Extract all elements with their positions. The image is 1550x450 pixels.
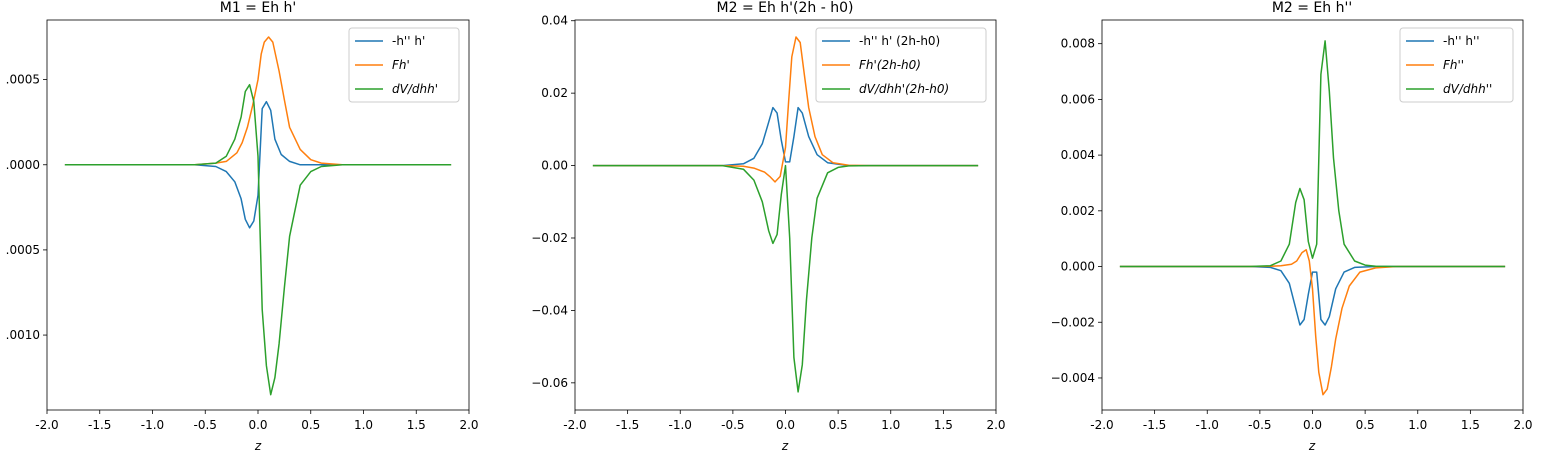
y-tick-label: 0.00: [541, 159, 568, 173]
series-line-1: [592, 106, 979, 167]
series-line-2: [1119, 249, 1506, 396]
x-tick-label: 1.0: [354, 418, 373, 432]
x-tick-label: 0.0: [248, 418, 267, 432]
legend-label: dV/dhh': [392, 82, 438, 96]
x-tick-label: -1.5: [616, 418, 639, 432]
x-tick-label: -1.5: [1143, 418, 1166, 432]
subplot-title: M2 = Eh h'(2h - h0): [717, 0, 854, 16]
x-tick-label: -1.0: [141, 418, 164, 432]
y-tick-label: −0.004: [1051, 371, 1095, 385]
x-tick-label: 0.5: [1356, 418, 1375, 432]
legend-label: -h'' h' (2h-h0): [859, 34, 940, 48]
y-tick-label: .0005: [6, 73, 40, 87]
legend-label: Fh'': [1443, 58, 1464, 72]
x-axis-label: z: [254, 439, 262, 450]
x-axis-label: z: [1308, 439, 1316, 450]
subplot-title: M2 = Eh h'': [1272, 0, 1352, 16]
x-tick-label: -2.0: [1090, 418, 1113, 432]
y-tick-label: 0.002: [1061, 204, 1095, 218]
y-tick-label: 0.008: [1061, 37, 1095, 51]
series-line-1: [64, 100, 452, 229]
x-tick-label: 1.0: [1408, 418, 1427, 432]
legend-box: [1399, 27, 1514, 103]
y-tick-label: .0000: [6, 158, 40, 172]
y-tick-label: −0.002: [1051, 315, 1095, 329]
legend-label: -h'' h': [392, 34, 425, 48]
subplot-m2: M2 = Eh h'(2h - h0) z -2.0 -1.5 -1.0 -0.5 0.…: [531, 0, 1005, 450]
series-line-3: [592, 164, 979, 393]
y-tick-label: 0.04: [541, 14, 568, 28]
x-tick-label: -0.5: [721, 418, 744, 432]
y-tick-label: 0.006: [1061, 92, 1095, 106]
x-tick-label: -1.0: [669, 418, 692, 432]
y-tick-label: −0.02: [531, 231, 568, 245]
legend-label: Fh'(2h-h0): [859, 58, 921, 72]
x-tick-label: -2.0: [563, 418, 586, 432]
x-tick-label: 1.5: [934, 418, 953, 432]
x-tick-label: -1.5: [88, 418, 111, 432]
x-tick-label: 2.0: [1513, 418, 1532, 432]
x-tick-label: 0.0: [1303, 418, 1322, 432]
x-tick-label: 0.5: [301, 418, 320, 432]
x-tick-label: 0.5: [829, 418, 848, 432]
legend-label: Fh': [392, 58, 410, 72]
x-tick-label: 1.5: [407, 418, 426, 432]
legend-label: dV/dhh'(2h-h0): [859, 82, 949, 96]
legend-label: -h'' h'': [1443, 34, 1480, 48]
series-line-1: [1119, 265, 1506, 326]
x-tick-label: -0.5: [194, 418, 217, 432]
x-tick-label: 2.0: [459, 418, 478, 432]
x-tick-label: -2.0: [35, 418, 58, 432]
x-tick-label: 1.5: [1461, 418, 1480, 432]
subplot-m2-second: M2 = Eh h'' z -2.0 -1.5 -1.0 -0.5 0.0 0.5 1.0 1…: [1051, 0, 1533, 450]
x-axis-label: z: [781, 439, 789, 450]
x-tick-label: -1.0: [1196, 418, 1219, 432]
series-line-2: [64, 36, 452, 166]
x-tick-label: 0.0: [776, 418, 795, 432]
y-tick-label: .0005: [6, 243, 40, 257]
y-tick-label: −0.04: [531, 303, 568, 317]
y-tick-label: 0.000: [1061, 260, 1095, 274]
y-tick-label: .0010: [6, 328, 40, 342]
subplot-title: M1 = Eh h': [220, 0, 297, 16]
y-tick-label: −0.06: [531, 376, 568, 390]
series-line-3: [64, 83, 452, 396]
x-tick-label: 1.0: [881, 418, 900, 432]
y-tick-label: 0.004: [1061, 148, 1095, 162]
legend-box: [348, 27, 460, 103]
series-line-3: [1119, 40, 1506, 268]
subplot-m1: M1 = Eh h' z -2.0 -1.5 -1.0 -0.5 0.0 0.5 1.0 1.…: [6, 0, 479, 450]
legend-box: [815, 27, 987, 103]
legend-label: dV/dhh'': [1443, 82, 1492, 96]
x-tick-label: 2.0: [986, 418, 1005, 432]
y-tick-label: 0.02: [541, 86, 568, 100]
x-tick-label: -0.5: [1248, 418, 1271, 432]
series-line-2: [592, 36, 979, 183]
